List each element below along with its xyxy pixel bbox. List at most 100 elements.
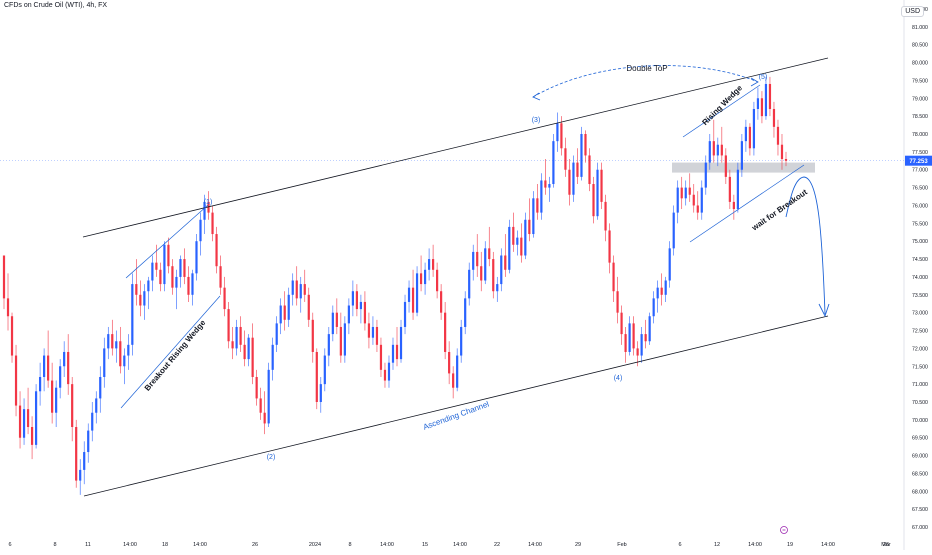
price-tick-label: 76.500 <box>912 186 928 192</box>
candle-body <box>504 255 507 270</box>
currency-selector[interactable]: USD <box>901 6 924 17</box>
candle-body <box>692 194 695 206</box>
time-tick-label: 26 <box>883 542 889 548</box>
candle-body <box>600 169 603 202</box>
time-tick-label: 26 <box>252 542 258 548</box>
candle-body <box>363 301 367 324</box>
candle-body <box>367 323 371 338</box>
candle-body <box>307 294 310 320</box>
candle-body <box>456 355 459 388</box>
time-tick-label: 2024 <box>309 542 321 548</box>
candle-body <box>42 355 46 377</box>
price-tick-label: 73.500 <box>912 293 928 299</box>
price-tick-label: 77.000 <box>912 168 928 174</box>
candle-body <box>239 326 242 345</box>
candle-body <box>247 337 250 360</box>
double-top-arc <box>532 65 759 98</box>
candle-body <box>191 273 194 295</box>
candle-body <box>123 355 126 367</box>
candle-body <box>484 248 487 281</box>
candle-body <box>672 212 675 249</box>
candle-body <box>175 276 178 288</box>
candle-body <box>612 262 615 292</box>
candle-body <box>568 169 571 195</box>
candle-body <box>287 294 290 320</box>
projection-arrowhead <box>818 303 830 318</box>
wave-label-2: (2) <box>267 454 276 461</box>
candle-body <box>63 351 66 367</box>
wedge-upper-line-right <box>682 84 761 138</box>
candle-body <box>764 83 768 117</box>
candle-body <box>648 316 651 342</box>
price-tick-label: 75.500 <box>912 221 928 227</box>
candle-body <box>171 266 174 288</box>
ascending-channel-label: Ascending Channel <box>422 399 490 431</box>
candle-body <box>728 176 731 202</box>
channel-lower-line <box>83 315 829 497</box>
candle-body <box>151 262 154 281</box>
candle-body <box>99 376 102 399</box>
candle-body <box>540 180 543 213</box>
event-marker-icon <box>780 526 788 534</box>
candle-body <box>572 162 575 195</box>
candle-body <box>564 148 567 170</box>
candle-body <box>624 334 627 352</box>
candle-body <box>636 348 639 356</box>
candle-body <box>179 259 182 277</box>
candle-body <box>155 262 158 270</box>
candle-body <box>30 427 34 445</box>
candle-body <box>207 201 210 213</box>
candle-body <box>331 312 334 335</box>
candle-body <box>311 319 314 352</box>
double-top-arrowhead-right <box>750 77 759 87</box>
price-tick-label: 70.000 <box>912 418 928 424</box>
candle-body <box>87 430 90 453</box>
price-tick-label: 78.500 <box>912 114 928 120</box>
price-tick-label: 74.500 <box>912 257 928 263</box>
candle-body <box>548 184 551 188</box>
candle-body <box>34 391 38 445</box>
price-badge <box>905 155 932 166</box>
candle-body <box>452 373 455 388</box>
candle-body <box>768 83 772 109</box>
candle-body <box>556 123 559 142</box>
candle-body <box>576 162 579 177</box>
candle-body <box>656 287 659 299</box>
candle-body <box>91 412 94 431</box>
time-tick-label: 14:00 <box>193 542 207 548</box>
candle-body <box>419 273 423 285</box>
candle-body <box>628 323 631 352</box>
price-tick-label: 74.000 <box>912 275 928 281</box>
candle-body <box>444 312 447 352</box>
double-top-arrowhead-left <box>532 92 541 101</box>
price-tick-label: 78.000 <box>912 132 928 138</box>
price-tick-label: 68.000 <box>912 489 928 495</box>
candle-body <box>676 187 679 213</box>
price-tick-label: 71.000 <box>912 382 928 388</box>
candle-body <box>251 337 254 377</box>
candle-body <box>187 276 190 295</box>
price-tick-label: 68.500 <box>912 471 928 477</box>
candle-body <box>415 273 419 313</box>
wedge-upper-line-left <box>125 204 209 279</box>
time-tick-label: 18 <box>162 542 168 548</box>
time-tick-label: 14:00 <box>380 542 394 548</box>
candle-body <box>167 244 170 267</box>
candle-body <box>704 162 707 188</box>
candle-body <box>203 201 206 220</box>
candle-body <box>688 187 691 195</box>
time-tick-label: 19 <box>787 542 793 548</box>
candle-body <box>103 348 106 377</box>
wave-label-1: (1) <box>204 199 213 206</box>
candle-body <box>756 98 760 109</box>
price-tick-label: 72.500 <box>912 329 928 335</box>
candle-body <box>496 284 499 292</box>
candle-body <box>440 291 443 313</box>
candle-body <box>18 405 22 438</box>
candle-body <box>127 344 130 356</box>
candle-body <box>696 205 699 213</box>
price-tick-label: 73.000 <box>912 311 928 317</box>
candle-body <box>71 384 74 428</box>
candle-body <box>231 341 234 349</box>
